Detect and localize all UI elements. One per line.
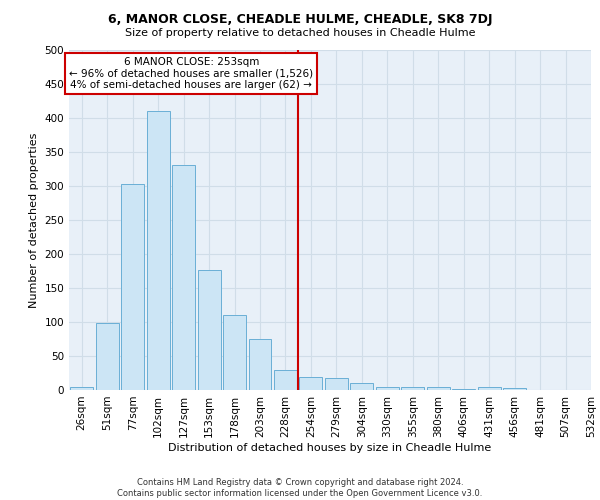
Bar bbox=[274, 370, 297, 390]
Bar bbox=[401, 388, 424, 390]
Bar bbox=[376, 388, 399, 390]
Bar bbox=[427, 386, 449, 390]
Bar bbox=[146, 110, 170, 390]
Bar bbox=[70, 388, 93, 390]
Text: Contains HM Land Registry data © Crown copyright and database right 2024.
Contai: Contains HM Land Registry data © Crown c… bbox=[118, 478, 482, 498]
Y-axis label: Number of detached properties: Number of detached properties bbox=[29, 132, 39, 308]
Text: 6 MANOR CLOSE: 253sqm
← 96% of detached houses are smaller (1,526)
4% of semi-de: 6 MANOR CLOSE: 253sqm ← 96% of detached … bbox=[69, 57, 313, 90]
Bar bbox=[325, 378, 348, 390]
Bar bbox=[197, 270, 221, 390]
Bar bbox=[96, 322, 119, 390]
Text: Size of property relative to detached houses in Cheadle Hulme: Size of property relative to detached ho… bbox=[125, 28, 475, 38]
Bar bbox=[478, 388, 500, 390]
Bar bbox=[248, 339, 271, 390]
Bar bbox=[121, 184, 144, 390]
X-axis label: Distribution of detached houses by size in Cheadle Hulme: Distribution of detached houses by size … bbox=[169, 442, 491, 452]
Bar bbox=[172, 165, 195, 390]
Text: 6, MANOR CLOSE, CHEADLE HULME, CHEADLE, SK8 7DJ: 6, MANOR CLOSE, CHEADLE HULME, CHEADLE, … bbox=[108, 13, 492, 26]
Bar bbox=[350, 383, 373, 390]
Bar bbox=[503, 388, 526, 390]
Bar bbox=[223, 315, 246, 390]
Bar bbox=[299, 377, 322, 390]
